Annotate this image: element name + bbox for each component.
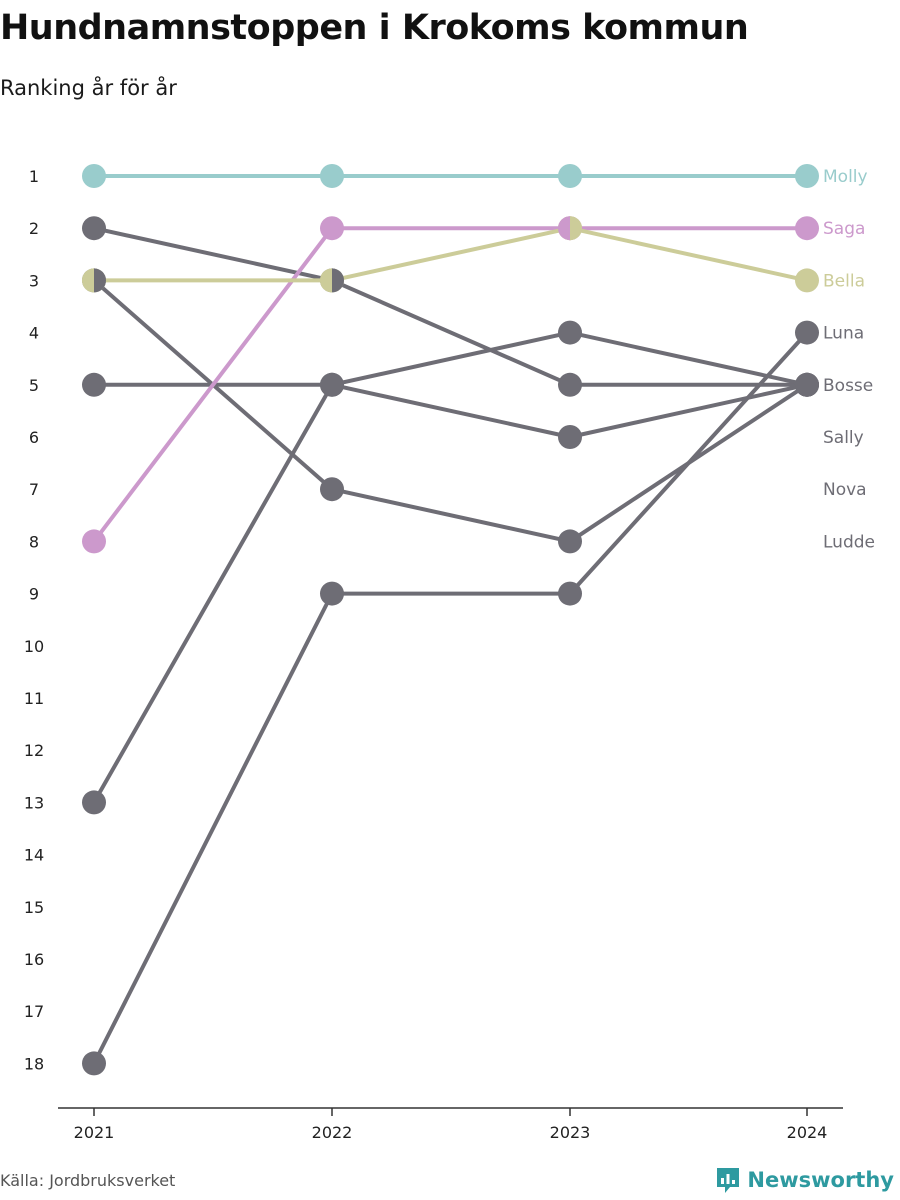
series-point-saga bbox=[795, 216, 819, 241]
x-tick-label: 2023 bbox=[550, 1123, 591, 1142]
end-label-sally: Sally bbox=[823, 428, 864, 448]
y-tick-label: 17 bbox=[24, 1002, 44, 1021]
series-point-luna bbox=[795, 320, 819, 345]
shared-point-right-bella bbox=[570, 216, 582, 241]
y-tick-label: 13 bbox=[24, 793, 44, 812]
series-point-ludde bbox=[320, 477, 344, 502]
series-point-ludde bbox=[558, 529, 582, 554]
shared-point-right-ludde bbox=[94, 268, 107, 293]
series-point-sally bbox=[558, 425, 582, 449]
chart-subtitle: Ranking år för år bbox=[0, 76, 177, 100]
shared-point-right-bosse bbox=[332, 268, 344, 293]
series-point-luna bbox=[82, 1051, 106, 1076]
y-tick-label: 9 bbox=[29, 585, 39, 604]
x-tick-label: 2022 bbox=[312, 1123, 353, 1142]
y-tick-label: 10 bbox=[24, 637, 44, 656]
y-tick-label: 12 bbox=[24, 741, 44, 760]
y-tick-label: 8 bbox=[29, 532, 39, 551]
series-point-nova bbox=[320, 372, 344, 397]
end-label-nova: Nova bbox=[823, 480, 867, 500]
series-point-luna bbox=[558, 581, 582, 606]
y-tick-label: 11 bbox=[24, 689, 44, 708]
brand-name: Newsworthy bbox=[747, 1168, 894, 1192]
series-point-sally bbox=[82, 372, 106, 397]
y-tick-label: 14 bbox=[24, 846, 44, 865]
series-point-molly bbox=[320, 164, 344, 188]
series-point-nova bbox=[82, 790, 106, 815]
end-label-luna: Luna bbox=[823, 324, 864, 344]
series-line-nova bbox=[92, 330, 808, 804]
series-line-bella bbox=[94, 226, 808, 283]
shared-point-left-saga bbox=[558, 216, 570, 241]
series-point-saga bbox=[82, 529, 106, 554]
series-point-molly bbox=[558, 164, 582, 188]
x-tick-label: 2024 bbox=[787, 1123, 828, 1142]
y-tick-label: 5 bbox=[29, 376, 39, 395]
series-line-luna bbox=[92, 331, 809, 1065]
newsworthy-logo-icon bbox=[717, 1168, 740, 1193]
y-tick-label: 15 bbox=[24, 898, 44, 917]
series-point-bella bbox=[795, 268, 819, 293]
series-point-molly bbox=[82, 164, 106, 188]
chart-title: Hundnamnstoppen i Krokoms kommun bbox=[0, 8, 749, 48]
source-note: Källa: Jordbruksverket bbox=[0, 1171, 176, 1190]
series-line-saga bbox=[92, 226, 807, 543]
series-point-bosse bbox=[82, 216, 106, 241]
series-line-bosse bbox=[93, 226, 807, 387]
end-label-bosse: Bosse bbox=[823, 376, 873, 396]
end-label-ludde: Ludde bbox=[823, 532, 875, 552]
y-tick-label: 16 bbox=[24, 950, 44, 969]
end-label-bella: Bella bbox=[823, 271, 865, 291]
series-point-ludde bbox=[795, 372, 819, 397]
x-tick-label: 2021 bbox=[74, 1123, 115, 1142]
y-tick-label: 6 bbox=[29, 428, 39, 447]
shared-point-left-bella bbox=[82, 268, 94, 293]
y-tick-label: 4 bbox=[29, 324, 39, 343]
y-tick-label: 3 bbox=[29, 271, 39, 290]
series-point-nova bbox=[558, 320, 582, 345]
brand-logo: Newsworthy bbox=[715, 1166, 894, 1194]
y-tick-label: 7 bbox=[29, 480, 39, 499]
y-tick-label: 18 bbox=[24, 1054, 44, 1073]
y-tick-label: 1 bbox=[29, 167, 39, 186]
series-point-saga bbox=[320, 216, 344, 241]
y-tick-label: 2 bbox=[29, 219, 39, 238]
end-label-molly: Molly bbox=[823, 167, 868, 187]
end-label-saga: Saga bbox=[823, 219, 865, 239]
series-point-molly bbox=[795, 164, 819, 188]
series-point-bosse bbox=[558, 372, 582, 397]
series-point-luna bbox=[320, 581, 344, 606]
series-line-sally bbox=[94, 382, 808, 439]
shared-point-left-bella bbox=[320, 268, 332, 293]
